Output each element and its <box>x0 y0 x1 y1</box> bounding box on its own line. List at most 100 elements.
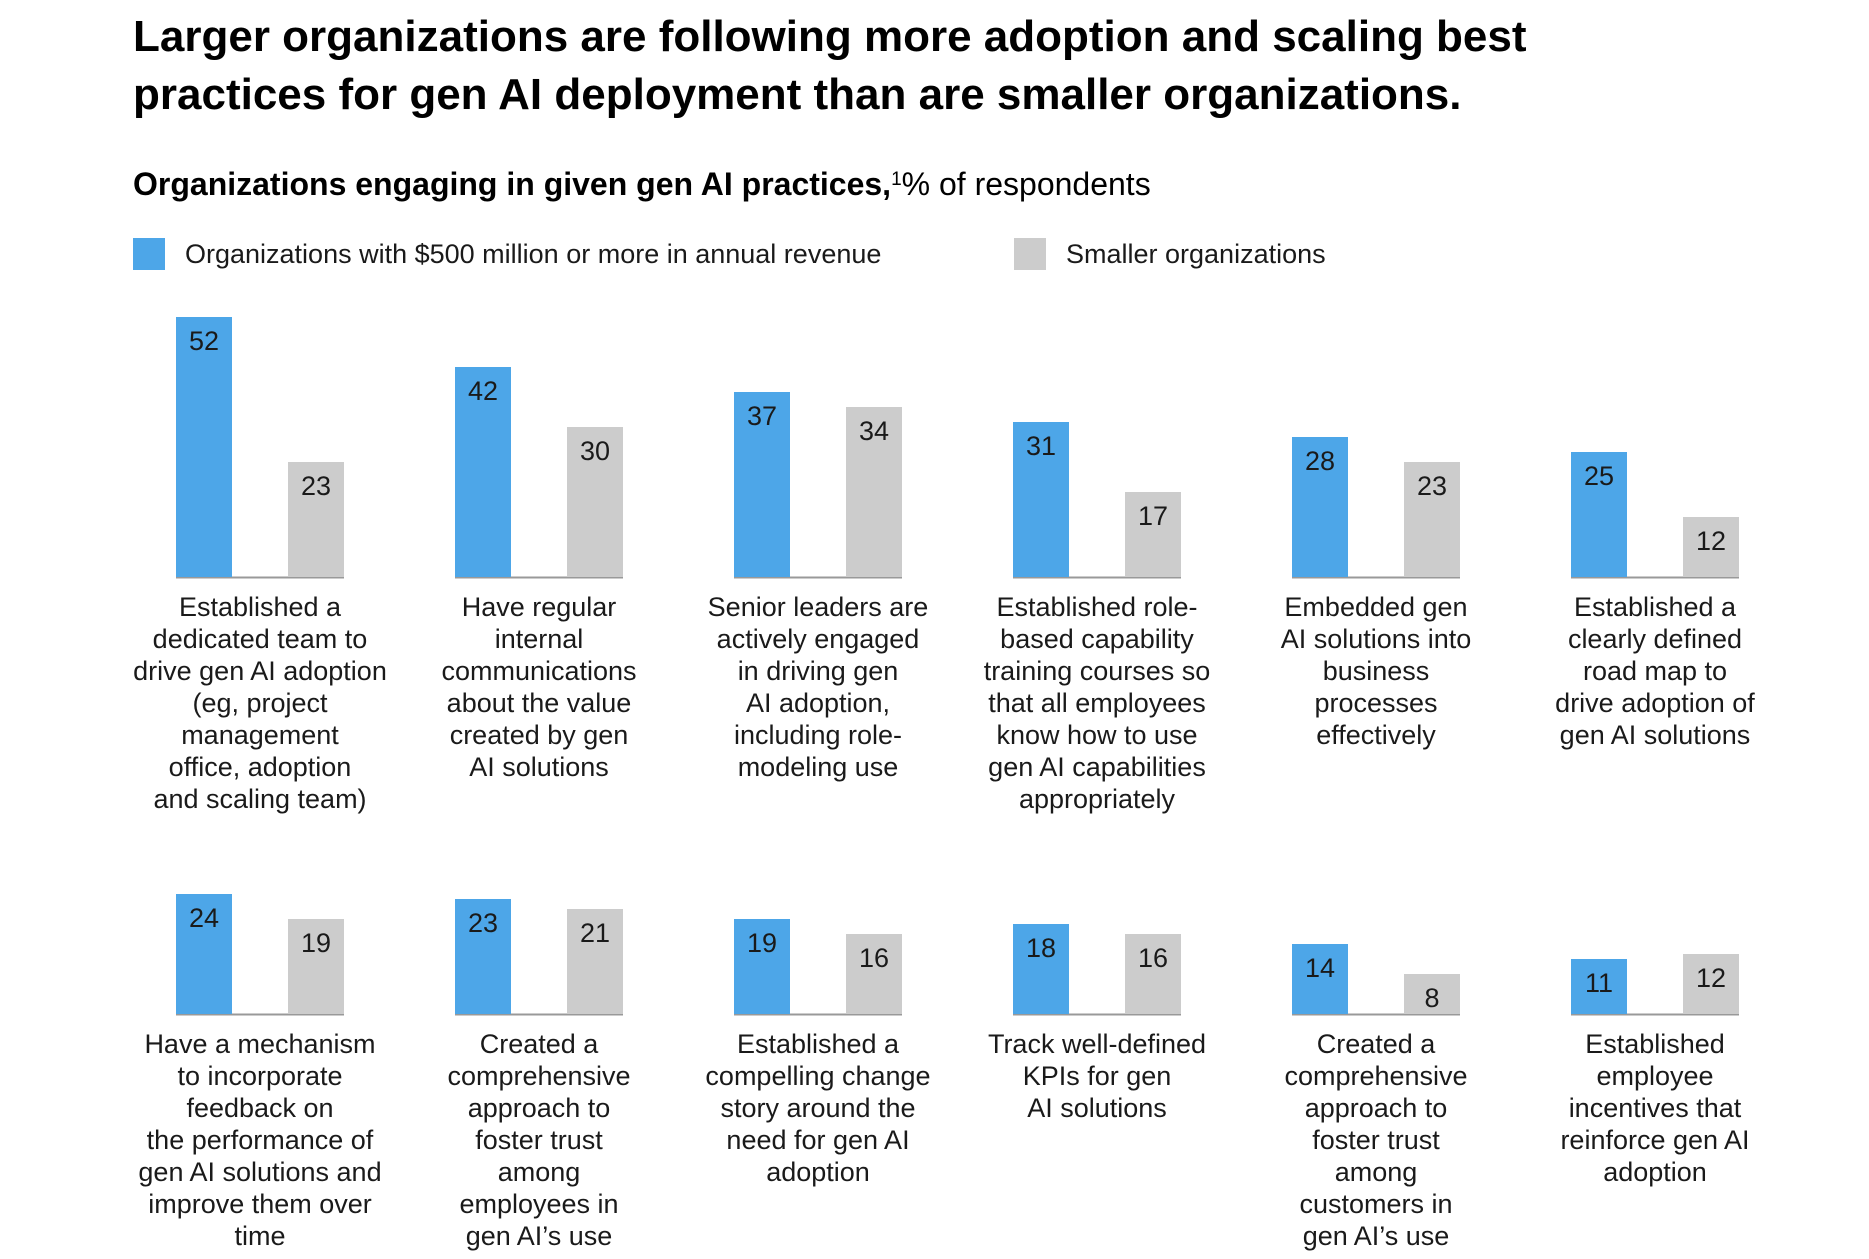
bar-group: 42 30 <box>455 367 623 579</box>
value-label-large: 28 <box>1305 446 1335 476</box>
category-label: Created a comprehensive approach to foster … <box>399 1028 679 1252</box>
category-label-line: effectively <box>1316 720 1436 750</box>
legend-label-small: Smaller organizations <box>1066 238 1326 269</box>
bar-smaller-org <box>1404 462 1460 577</box>
category-label-line: customers in <box>1299 1189 1453 1219</box>
category-label-line: gen AI solutions and <box>138 1157 382 1187</box>
category-label-line: Embedded gen <box>1284 592 1468 622</box>
bar-large-org <box>176 317 232 577</box>
category-label-line: compelling change <box>705 1061 931 1091</box>
category-label: Created a comprehensive approach to foster … <box>1236 1028 1516 1252</box>
category-label-line: improve them over <box>148 1189 372 1219</box>
bar-large-org <box>1571 959 1627 1014</box>
bar-group: 31 17 <box>1013 422 1181 579</box>
bar-group: 19 16 <box>734 919 902 1016</box>
value-label-small: 8 <box>1424 983 1439 1013</box>
category-label-line: clearly defined <box>1567 624 1743 654</box>
category-label-line: actively engaged <box>716 624 920 654</box>
category-label-line: gen AI capabilities <box>988 752 1206 782</box>
value-label-large: 37 <box>747 401 777 431</box>
category-label-line: road map to <box>1582 656 1728 686</box>
category-label-line: comprehensive <box>1284 1061 1468 1091</box>
category-label-line: drive adoption of <box>1555 688 1755 718</box>
category-label-line: comprehensive <box>447 1061 631 1091</box>
bar-group: 23 21 <box>455 899 623 1016</box>
category-label: Established a dedicated team to drive gen … <box>120 591 400 815</box>
value-label-large: 31 <box>1026 431 1056 461</box>
bar-large-org <box>1013 422 1069 577</box>
category-label-line: including role- <box>733 720 903 750</box>
bar-group: 18 16 <box>1013 924 1181 1016</box>
category-label-line: training courses so <box>983 656 1211 686</box>
value-label-large: 25 <box>1584 461 1614 491</box>
category-label-line: Created a <box>1316 1029 1436 1059</box>
value-label-large: 19 <box>747 928 777 958</box>
bar-smaller-org <box>1404 974 1460 1014</box>
category-label: Track well-defined KPIs for gen AI solutio… <box>957 1028 1237 1124</box>
category-label-line: gen AI’s use <box>1302 1221 1450 1251</box>
category-label-line: business <box>1322 656 1430 686</box>
category-label: Senior leaders are actively engaged in dri… <box>678 591 958 783</box>
category-label-line: drive gen AI adoption <box>133 656 387 686</box>
category-label-line: dedicated team to <box>152 624 368 654</box>
chart-subtitle: Organizations engaging in given gen AI p… <box>133 164 1151 204</box>
category-label-line: Established a <box>736 1029 900 1059</box>
value-label-small: 19 <box>301 928 331 958</box>
value-label-large: 11 <box>1585 968 1613 998</box>
category-label-line: Track well-defined <box>987 1029 1207 1059</box>
bar-smaller-org <box>567 427 623 577</box>
bar-large-org <box>1571 452 1627 577</box>
category-label-line: AI solutions <box>1027 1093 1167 1123</box>
category-label: Embedded gen AI solutions into business pro… <box>1236 591 1516 751</box>
category-label-line: that all employees <box>988 688 1206 718</box>
category-label-line: Established a <box>178 592 342 622</box>
bar-smaller-org <box>846 934 902 1014</box>
bar-large-org <box>455 367 511 577</box>
legend-item-smaller-orgs: Smaller organizations <box>1014 238 1326 270</box>
category-label-line: approach to <box>1304 1093 1448 1123</box>
value-label-small: 17 <box>1138 501 1168 531</box>
bar-group: 14 8 <box>1292 944 1460 1016</box>
category-label-line: to incorporate <box>177 1061 343 1091</box>
bar-group: 11 12 <box>1571 954 1739 1016</box>
category-label: Have a mechanism to incorporate feedback o… <box>120 1028 400 1252</box>
category-label-line: feedback on <box>186 1093 334 1123</box>
category-label-line: appropriately <box>1018 784 1176 814</box>
category-label-line: adoption <box>1603 1157 1707 1187</box>
category-label-line: office, adoption <box>168 752 352 782</box>
category-label-line: created by gen <box>449 720 629 750</box>
category-label-line: Senior leaders are <box>707 592 929 622</box>
category-label-line: Have a mechanism <box>144 1029 376 1059</box>
category-label-line: AI solutions <box>469 752 609 782</box>
category-label-line: Established a <box>1573 592 1737 622</box>
category-label-line: reinforce gen AI <box>1560 1125 1750 1155</box>
bar-large-org <box>455 899 511 1014</box>
value-label-small: 16 <box>1138 943 1168 973</box>
category-label-line: Established <box>1585 1029 1725 1059</box>
value-label-small: 21 <box>580 918 610 948</box>
bar-smaller-org <box>1683 517 1739 577</box>
value-label-small: 23 <box>1417 471 1447 501</box>
category-label-line: KPIs for gen <box>1022 1061 1172 1091</box>
category-label-line: among <box>1334 1157 1418 1187</box>
category-label-line: AI adoption, <box>745 688 891 718</box>
category-label-line: Have regular <box>461 592 617 622</box>
bar-group: 24 19 <box>176 894 344 1016</box>
bar-smaller-org <box>288 919 344 1014</box>
value-label-small: 16 <box>859 943 889 973</box>
category-label-line: modeling use <box>737 752 899 782</box>
bar-smaller-org <box>567 909 623 1014</box>
value-label-small: 34 <box>859 416 889 446</box>
value-label-large: 14 <box>1305 953 1335 983</box>
bar-group: 28 23 <box>1292 437 1460 579</box>
category-label-line: based capability <box>1000 624 1194 654</box>
category-label-line: time <box>234 1221 286 1251</box>
category-label: Established employee incentives that reinfo… <box>1515 1028 1795 1188</box>
bar-large-org <box>176 894 232 1014</box>
subtitle-main: Organizations engaging in given gen AI p… <box>133 166 892 202</box>
category-label: Have regular internal communications about … <box>399 591 679 783</box>
category-label-line: foster trust <box>475 1125 603 1155</box>
bar-group: 37 34 <box>734 392 902 579</box>
category-label: Established a compelling change story arou… <box>678 1028 958 1188</box>
category-label-line: need for gen AI <box>726 1125 910 1155</box>
